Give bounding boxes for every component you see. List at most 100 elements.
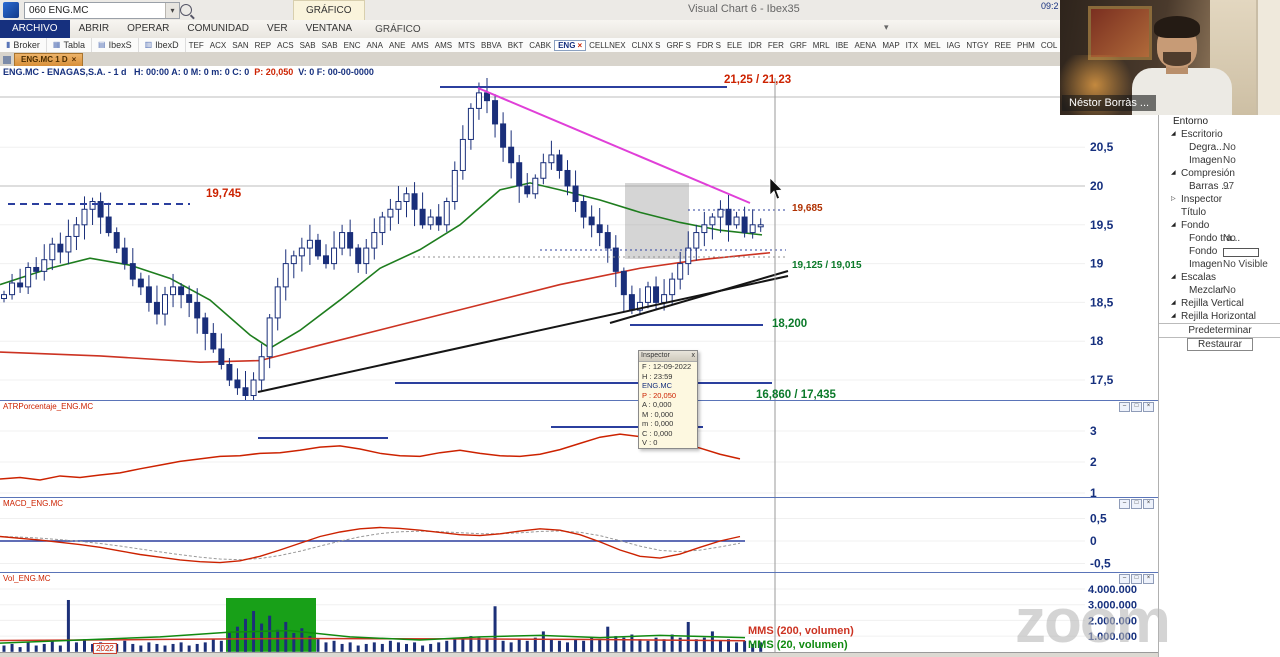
sidebar-item-degra[interactable]: Degra... No (1159, 141, 1280, 154)
inspector-tooltip[interactable]: Inspector x F : 12-09-2022 H : 23:59 ENG.M… (638, 350, 698, 449)
sidebar-item-imagen[interactable]: Imagen No (1159, 154, 1280, 167)
close-icon[interactable]: x (691, 352, 696, 359)
ticker-enc[interactable]: ENC (341, 41, 364, 50)
sidebar-item-inspector[interactable]: ▷ Inspector (1159, 193, 1280, 206)
ticker-eng[interactable]: ENG × (554, 39, 587, 51)
sidebar-item-rejilla-vertical[interactable]: ◢ Rejilla Vertical (1159, 297, 1280, 310)
ticker-phm[interactable]: PHM (1014, 41, 1038, 50)
ticker-sab[interactable]: SAB (319, 41, 341, 50)
sidebar-value[interactable]: 97 (1223, 181, 1235, 192)
volume-chart[interactable]: 4.000.000 3.000.000 2.000.000 1.000.000 (0, 573, 1158, 653)
tool-broker[interactable]: ▮ Broker (0, 38, 47, 52)
ticker-ntgy[interactable]: NTGY (963, 41, 991, 50)
sidebar-item-imagen[interactable]: Imagen No Visible (1159, 258, 1280, 271)
ticker-tef[interactable]: TEF (186, 41, 207, 50)
ticker-grf-s[interactable]: GRF S (663, 41, 693, 50)
ticker-ree[interactable]: REE (992, 41, 1014, 50)
ticker-bbva[interactable]: BBVA (478, 41, 505, 50)
annotation-resistance-top[interactable]: 21,25 / 21,23 (724, 74, 792, 86)
sidebar-item-compresi-n[interactable]: ◢ Compresión (1159, 167, 1280, 180)
maximize-icon[interactable]: □ (1131, 402, 1142, 412)
annotation-support-18200[interactable]: 18,200 (772, 318, 808, 330)
sidebar-item-rejilla-horizontal[interactable]: ◢ Rejilla Horizontal (1159, 310, 1280, 323)
minimize-icon[interactable]: – (1119, 499, 1130, 509)
expand-icon[interactable]: ◢ (1171, 222, 1176, 228)
ticker-fer[interactable]: FER (765, 41, 787, 50)
tab-grafico[interactable]: GRÁFICO (293, 0, 365, 20)
close-icon[interactable]: × (1143, 574, 1154, 584)
expand-icon[interactable]: ◢ (1171, 300, 1176, 306)
menu-item-archivo[interactable]: ARCHIVO (0, 20, 70, 38)
ticker-col[interactable]: COL (1038, 41, 1060, 50)
close-icon[interactable]: × (577, 40, 583, 50)
expand-icon[interactable]: ◢ (1171, 170, 1176, 176)
close-icon[interactable]: × (1143, 499, 1154, 509)
sidebar-item-predeterminar[interactable]: Predeterminar (1159, 323, 1280, 337)
ticker-aena[interactable]: AENA (852, 41, 880, 50)
sidebar-value[interactable]: No (1223, 155, 1236, 166)
sidebar-item-entorno[interactable]: Entorno (1159, 115, 1280, 128)
expand-icon[interactable]: ◢ (1171, 274, 1176, 280)
atr-chart[interactable]: 3 2 1 (0, 401, 1158, 500)
tool-ibexs[interactable]: ▤ IbexS (92, 38, 139, 52)
ticker-sab[interactable]: SAB (297, 41, 319, 50)
sidebar-item-mezclar[interactable]: Mezclar No (1159, 284, 1280, 297)
sidebar-item-escritorio[interactable]: ◢ Escritorio (1159, 128, 1280, 141)
ticker-mel[interactable]: MEL (921, 41, 943, 50)
inspector-header[interactable]: Inspector x (639, 351, 697, 362)
annotation-support-16860[interactable]: 16,860 / 17,435 (756, 389, 836, 401)
sidebar-item-escalas[interactable]: ◢ Escalas (1159, 271, 1280, 284)
ticker-acs[interactable]: ACS (274, 41, 296, 50)
ticker-itx[interactable]: ITX (903, 41, 921, 50)
tool-ibexd[interactable]: ▥ IbexD (139, 38, 186, 52)
ticker-mts[interactable]: MTS (455, 41, 478, 50)
expand-icon[interactable]: ◢ (1171, 313, 1176, 319)
ticker-ams[interactable]: AMS (432, 41, 455, 50)
ticker-map[interactable]: MAP (879, 41, 902, 50)
tab-engmc-1d[interactable]: ENG.MC 1 D × (14, 53, 84, 66)
ticker-clnx-s[interactable]: CLNX S (629, 41, 664, 50)
menu-item-operar[interactable]: OPERAR (127, 23, 170, 34)
menu-item-abrir[interactable]: ABRIR (78, 23, 110, 34)
sidebar-value[interactable]: No (1223, 142, 1236, 153)
expand-icon[interactable]: ◢ (1171, 131, 1176, 137)
ticker-san[interactable]: SAN (229, 41, 251, 50)
close-icon[interactable]: × (71, 55, 77, 64)
sidebar-value[interactable]: No (1223, 233, 1236, 244)
annotation-level-19685[interactable]: 19,685 (792, 203, 823, 214)
maximize-icon[interactable]: □ (1131, 574, 1142, 584)
sidebar-item-fondo[interactable]: ◢ Fondo (1159, 219, 1280, 232)
ticker-acx[interactable]: ACX (207, 41, 229, 50)
close-icon[interactable]: × (1143, 402, 1154, 412)
chevron-down-icon[interactable]: ▾ (884, 22, 889, 32)
ticker-idr[interactable]: IDR (745, 41, 765, 50)
sidebar-item-restaurar[interactable]: Restaurar (1159, 337, 1280, 351)
minimize-icon[interactable]: – (1119, 402, 1130, 412)
menu-item-ver[interactable]: VER (267, 23, 288, 34)
ticker-grf[interactable]: GRF (787, 41, 810, 50)
annotation-resistance-19745[interactable]: 19,745 (206, 188, 242, 200)
menu-item-comunidad[interactable]: COMUNIDAD (187, 23, 250, 34)
search-icon[interactable] (180, 4, 192, 16)
tab-list-icon[interactable] (3, 56, 11, 64)
ticker-mrl[interactable]: MRL (810, 41, 833, 50)
ticker-ane[interactable]: ANE (386, 41, 408, 50)
menu-item-ventana[interactable]: VENTANA (305, 23, 353, 34)
symbol-search-combo[interactable]: 060 ENG.MC ▾ (24, 2, 180, 19)
ticker-fdr-s[interactable]: FDR S (694, 41, 724, 50)
main-price-chart[interactable]: 20,5 20 19,5 19 18,5 18 17,5 (0, 78, 1158, 400)
macd-chart[interactable]: 0,5 0 -0,5 (0, 498, 1158, 573)
ticker-ibe[interactable]: IBE (833, 41, 852, 50)
annotation-support-19125[interactable]: 19,125 / 19,015 (792, 260, 862, 271)
minimize-icon[interactable]: – (1119, 574, 1130, 584)
ticker-cabk[interactable]: CABK (526, 41, 554, 50)
sidebar-item-fondo[interactable]: Fondo (1159, 245, 1280, 258)
ticker-ana[interactable]: ANA (364, 41, 386, 50)
ticker-ams[interactable]: AMS (408, 41, 431, 50)
ticker-cellnex[interactable]: CELLNEX (586, 41, 628, 50)
ticker-rep[interactable]: REP (252, 41, 274, 50)
collapse-icon[interactable]: ▷ (1171, 196, 1176, 202)
ticker-ele[interactable]: ELE (724, 41, 745, 50)
tool-tabla[interactable]: ▦ Tabla (47, 38, 92, 52)
chevron-down-icon[interactable]: ▾ (165, 3, 179, 18)
